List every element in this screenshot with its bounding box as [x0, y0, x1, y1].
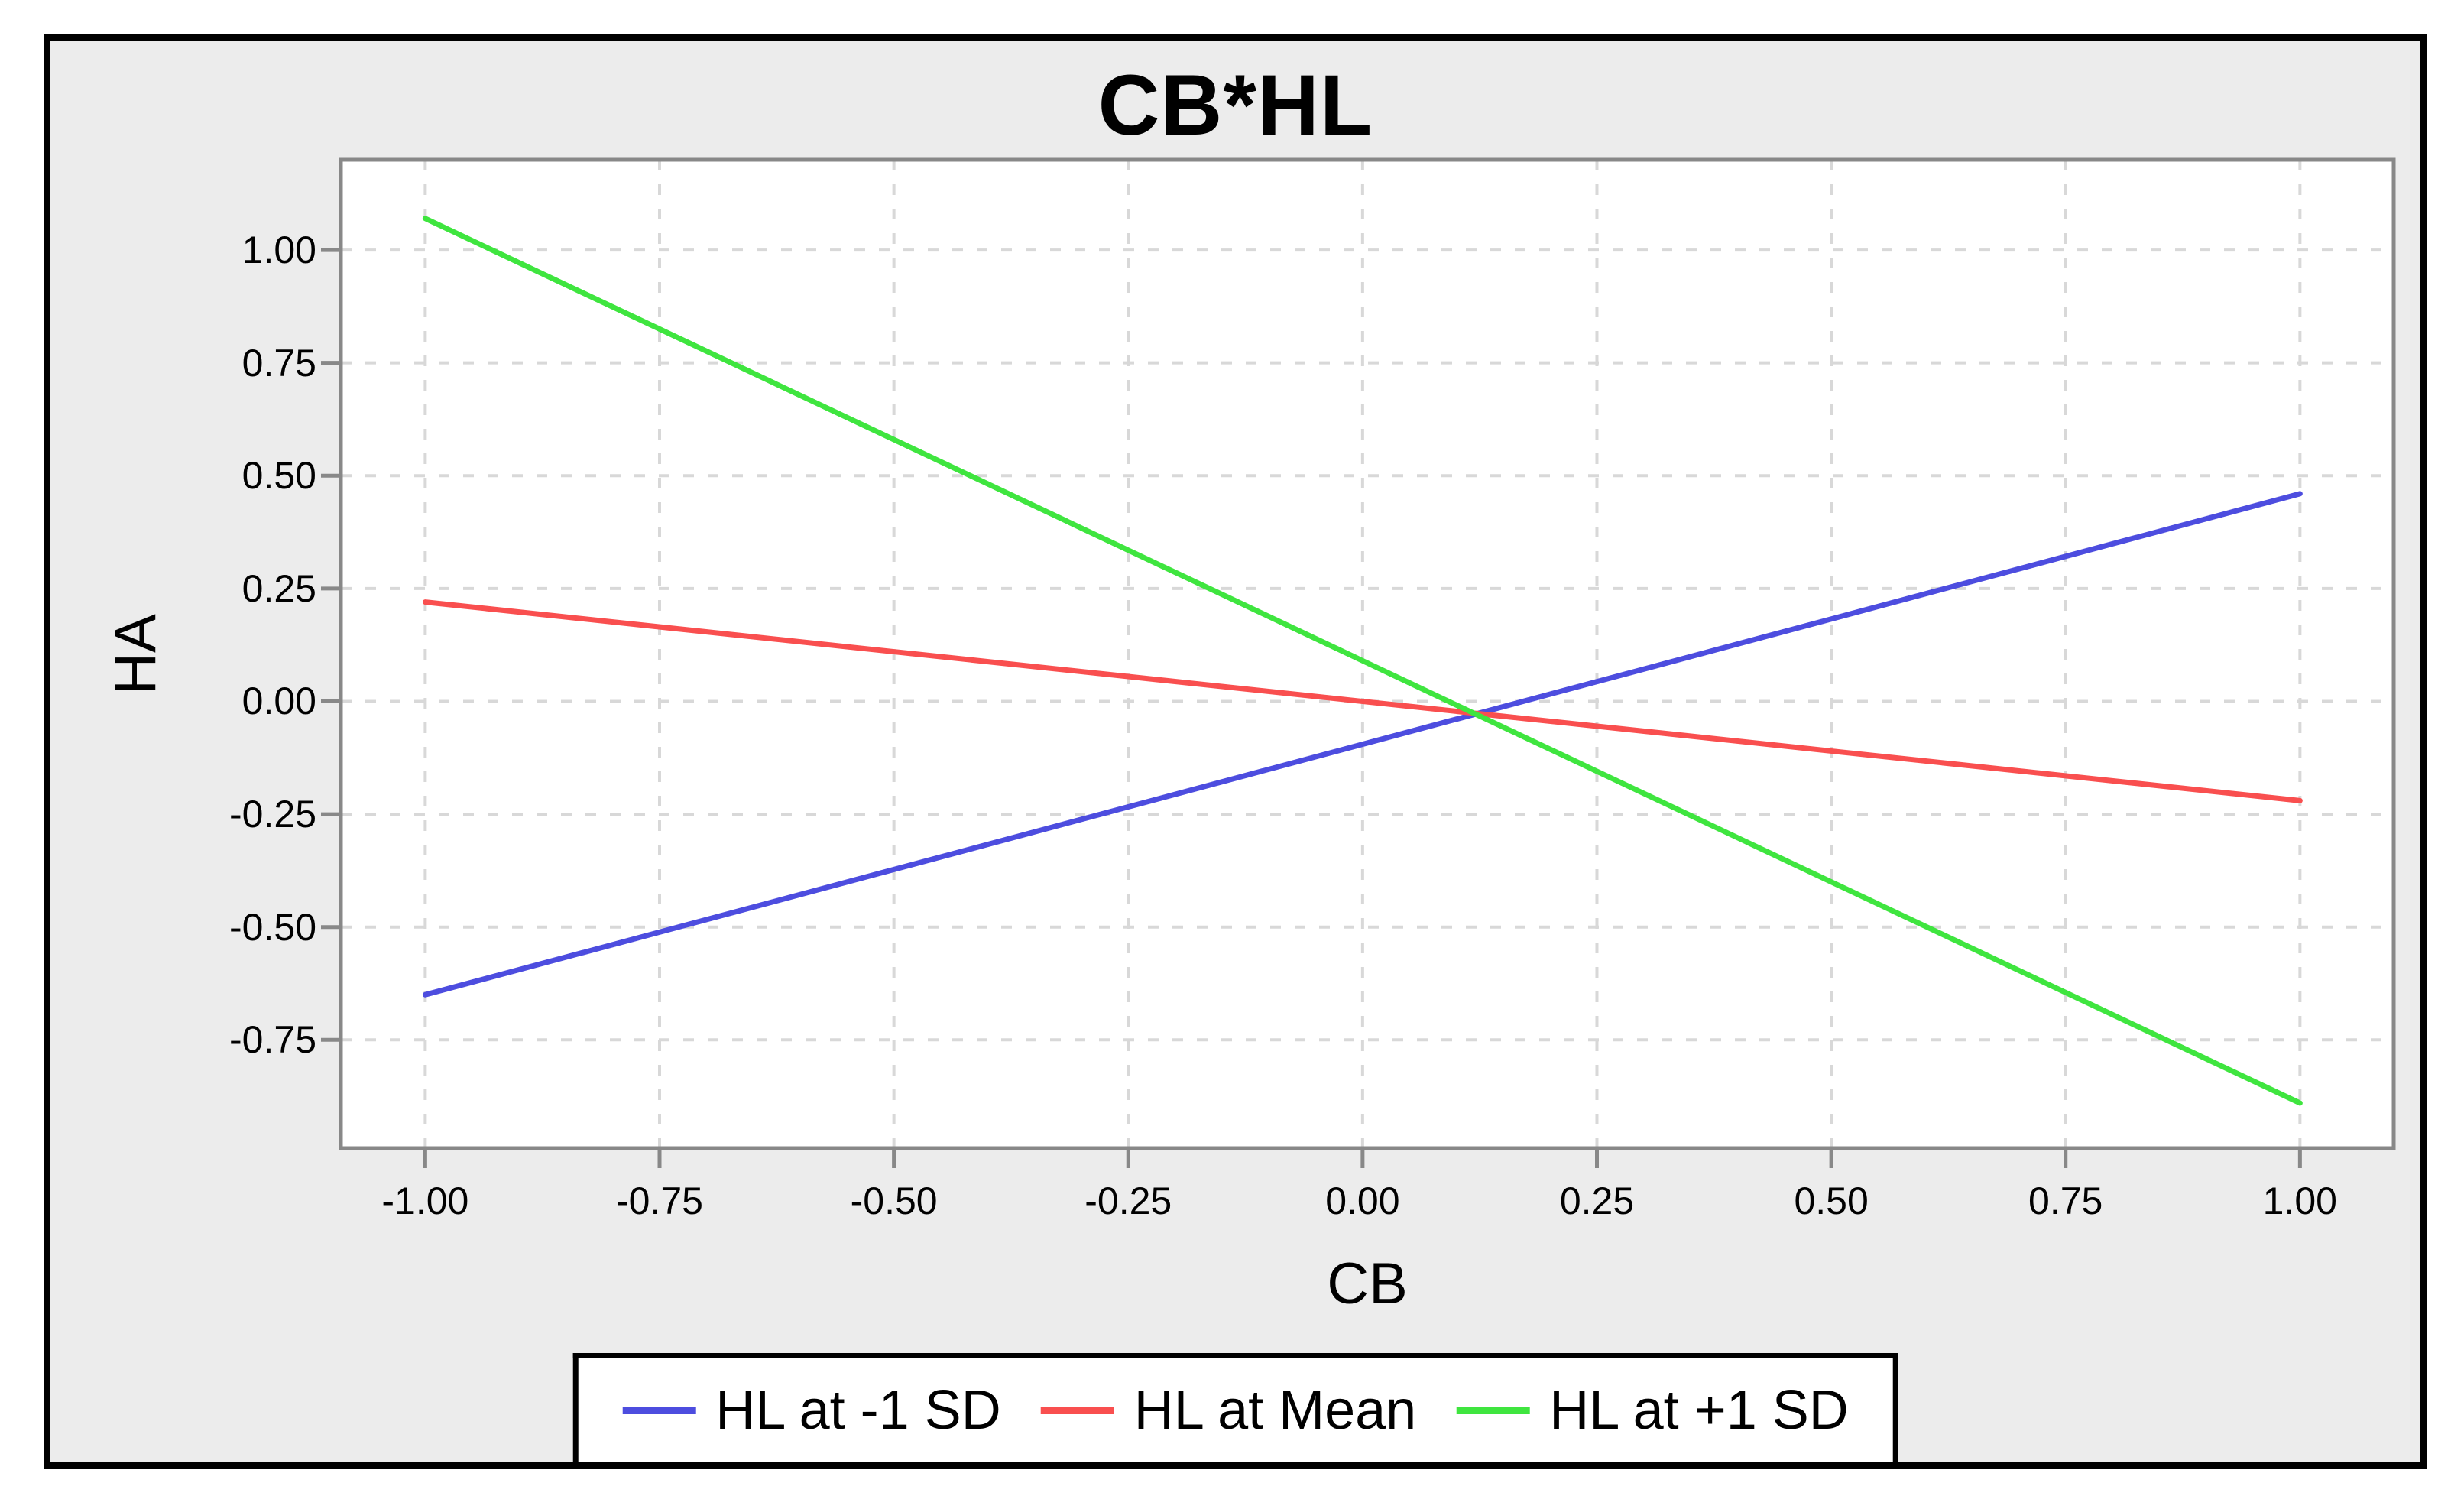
- x-tick-label: -0.75: [616, 1180, 703, 1222]
- y-tick-label: -0.25: [229, 793, 316, 836]
- chart-panel: CB*HL -1.00 -0.75 -0.50 -0.25 0.00 0.25 0.50 0.…: [44, 34, 2427, 1469]
- y-tick-label: 1.00: [242, 229, 316, 272]
- y-tick-label: 0.25: [242, 566, 316, 610]
- x-tick-label: -1.00: [381, 1180, 469, 1222]
- legend-item: HL at Mean: [1040, 1380, 1417, 1441]
- x-tick-label: 0.75: [2028, 1180, 2103, 1222]
- legend-swatch-series-2: [1040, 1407, 1114, 1414]
- legend-label: HL at -1 SD: [715, 1380, 1001, 1441]
- x-tick-label: -0.50: [850, 1180, 938, 1222]
- series-line-3: [422, 216, 2303, 1106]
- legend-swatch-series-1: [622, 1407, 696, 1414]
- legend: HL at -1 SD HL at Mean HL at +1 SD: [572, 1353, 1898, 1462]
- x-tick-label: -0.25: [1084, 1180, 1172, 1222]
- y-tick-label: 0.00: [242, 680, 316, 723]
- legend-label: HL at Mean: [1133, 1380, 1417, 1441]
- series-line-2: [422, 599, 2303, 803]
- plot-border: [339, 157, 2396, 1150]
- x-tick-label: 0.25: [1559, 1180, 1635, 1222]
- y-axis-label: HA: [103, 613, 169, 695]
- x-tick-label: 0.50: [1794, 1180, 1869, 1222]
- x-tick-label: 0.00: [1325, 1180, 1400, 1222]
- y-tick-label: 0.75: [242, 341, 316, 385]
- legend-item: HL at +1 SD: [1456, 1383, 1849, 1438]
- chart-title: CB*HL: [1097, 57, 1373, 153]
- y-tick-label: 0.50: [242, 454, 316, 498]
- y-tick-label: -0.50: [229, 905, 316, 949]
- legend-swatch-series-3: [1456, 1407, 1530, 1414]
- x-axis-label: CB: [1327, 1251, 1408, 1316]
- y-tick-label: -0.75: [229, 1018, 316, 1062]
- legend-item: HL at -1 SD: [622, 1380, 1001, 1441]
- series-line-1: [422, 491, 2303, 998]
- x-tick-label: 1.00: [2262, 1180, 2337, 1222]
- plot-area: [321, 157, 2396, 1168]
- legend-label: HL at +1 SD: [1549, 1380, 1849, 1441]
